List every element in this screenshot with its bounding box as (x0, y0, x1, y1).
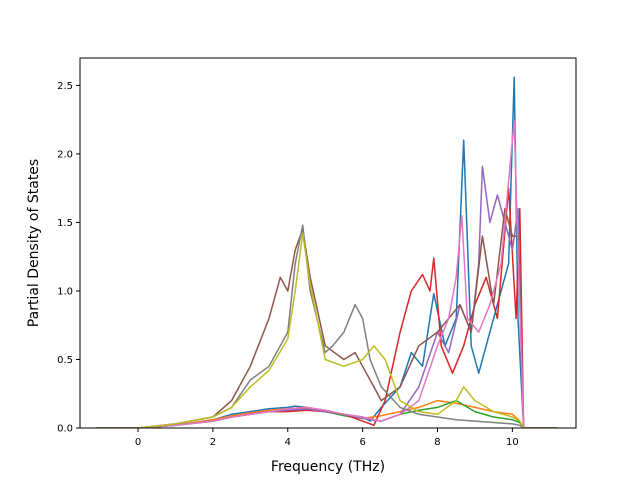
y-tick-label: 1.0 (57, 286, 73, 297)
x-tick-label: 10 (506, 437, 519, 448)
series-line-7 (96, 120, 559, 428)
x-tick-label: 6 (359, 437, 365, 448)
series-layer (96, 76, 559, 428)
series-line-8 (96, 224, 559, 428)
x-axis-ticks: 0 2 4 6 8 10 (135, 428, 519, 448)
y-axis-title: Partial Density of States (26, 159, 42, 327)
y-tick-label: 2.0 (57, 149, 73, 160)
series-line-9 (96, 232, 559, 428)
y-tick-label: 2.5 (57, 81, 73, 92)
x-tick-label: 2 (210, 437, 216, 448)
plot-frame (79, 57, 577, 429)
series-line-6 (96, 207, 559, 428)
x-axis-title: Frequency (THz) (271, 459, 385, 475)
y-tick-label: 0.5 (57, 355, 73, 366)
y-tick-label: 1.5 (57, 218, 73, 229)
x-tick-label: 0 (135, 437, 141, 448)
x-tick-label: 8 (434, 437, 440, 448)
y-axis-ticks: 0.0 0.5 1.0 1.5 2.0 2.5 (57, 81, 80, 435)
y-tick-label: 0.0 (57, 424, 73, 435)
x-tick-label: 4 (285, 437, 291, 448)
